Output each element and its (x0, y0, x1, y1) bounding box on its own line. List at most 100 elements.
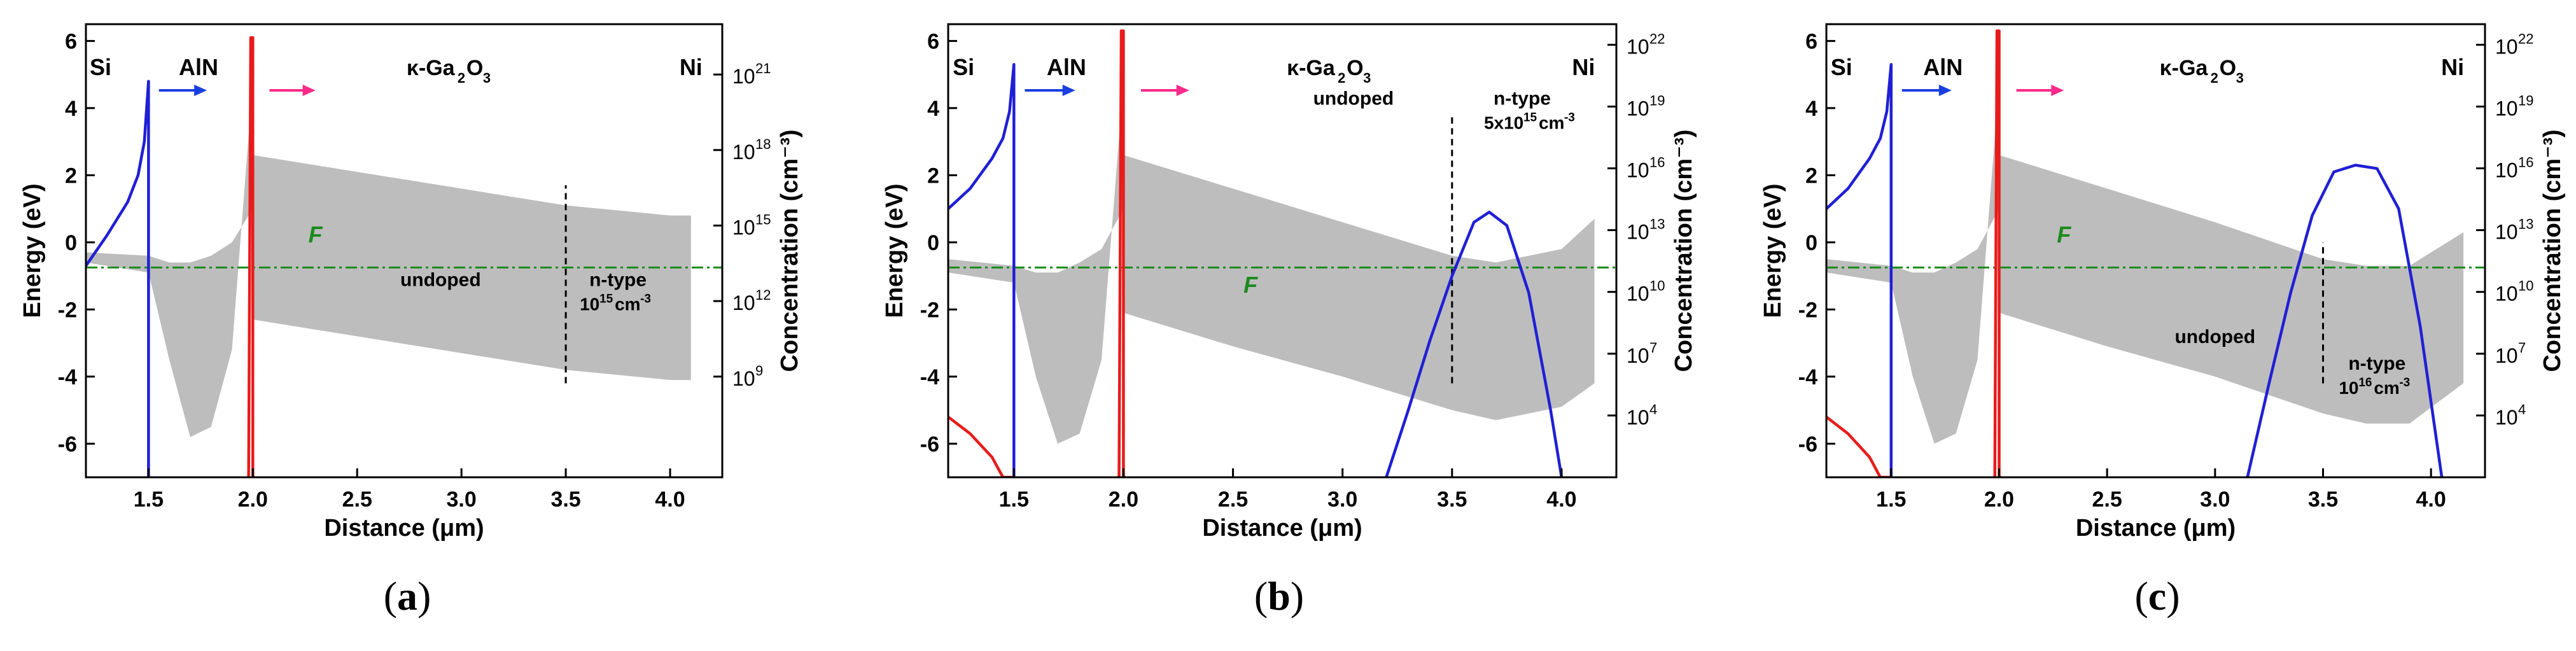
layer-label-aln: AlN (179, 54, 218, 80)
right-tick-label: 10 (2495, 97, 2518, 120)
arrow-pink-head (1176, 85, 1189, 96)
right-tick-exp: 12 (755, 287, 771, 303)
band-region (86, 81, 691, 437)
right-tick-label: 10 (2495, 406, 2518, 429)
series-line-1 (1993, 29, 2001, 477)
arrow-pink-head (302, 85, 316, 96)
y-tick-label: 6 (65, 29, 77, 53)
y-tick-label: -4 (1798, 365, 1817, 389)
layer-label-si: Si (1831, 54, 1852, 80)
layer-label-ga2o3-o: O (1347, 56, 1363, 80)
layer-label-ga2o3-o: O (466, 56, 483, 80)
undoped-label: undoped (1313, 88, 1394, 109)
right-tick-exp: 13 (1649, 216, 1665, 232)
x-tick-label: 2.5 (2092, 487, 2122, 512)
right-tick-exp: 4 (1649, 402, 1657, 417)
fermi-label: F (2057, 221, 2071, 248)
right-tick-exp: 7 (1649, 340, 1657, 356)
doping-conc-unit-exp: -3 (2399, 376, 2410, 389)
x-tick-label: 4.0 (655, 487, 685, 512)
layer-label-ga2o3-sub2: 3 (2236, 70, 2244, 86)
right-tick-exp: 19 (1649, 92, 1665, 108)
axes-frame (85, 23, 724, 479)
x-axis-label: Distance (μm) (324, 515, 484, 542)
y-axis-label: Energy (eV) (881, 183, 908, 318)
y-tick-label: 0 (1805, 231, 1817, 255)
x-tick-label: 3.0 (1327, 487, 1357, 512)
doping-conc-unit-exp: -3 (1564, 111, 1575, 125)
right-axis-label: Concentration (cm⁻³) (1670, 129, 1697, 372)
caption-a: (a) (383, 573, 431, 619)
y-tick-label: -2 (1798, 298, 1817, 322)
doping-conc-unit: cm (2374, 378, 2399, 398)
y-tick-label: 4 (1805, 97, 1817, 121)
x-tick-label: 3.5 (550, 487, 580, 512)
doping-conc-unit-exp: -3 (640, 292, 651, 305)
y-tick-label: -4 (920, 365, 939, 389)
layer-label-ni: Ni (2441, 54, 2464, 80)
y-axis-label: Energy (eV) (19, 183, 46, 318)
x-tick-label: 2.0 (238, 487, 268, 512)
series-line-1 (1117, 29, 1126, 477)
x-tick-label: 3.0 (2200, 487, 2230, 512)
x-tick-label: 2.0 (1109, 487, 1138, 512)
doping-conc: 5x10 (1484, 113, 1523, 133)
x-tick-label: 1.5 (134, 487, 164, 512)
layer-label-ni: Ni (1572, 54, 1595, 80)
layer-label-aln: AlN (1923, 54, 1963, 80)
y-axis-label: Energy (eV) (1760, 183, 1786, 318)
axes-frame (947, 23, 1618, 479)
axes-frame (1825, 23, 2486, 479)
arrow-blue-head (1938, 85, 1952, 96)
doping-conc-unit: cm (615, 294, 640, 314)
series-line-0 (948, 63, 1016, 477)
y-tick-label: 4 (927, 97, 939, 121)
right-tick-label: 10 (1627, 35, 1649, 58)
doping-conc: 10 (580, 294, 599, 314)
y-tick-label: -2 (920, 298, 939, 322)
x-tick-label: 1.5 (1876, 487, 1906, 512)
plot-area (86, 36, 722, 477)
y-tick-label: 0 (927, 231, 939, 255)
doping-conc-unit: cm (1539, 113, 1564, 133)
series-line-1 (247, 36, 255, 477)
right-axis-label: Concentration (cm⁻³) (2539, 129, 2566, 372)
right-tick-label: 10 (1627, 159, 1649, 182)
layer-label-si: Si (90, 54, 111, 80)
x-tick-label: 4.0 (1546, 487, 1576, 512)
layer-label-ga2o3-sub2: 3 (483, 70, 491, 86)
x-tick-label: 2.5 (342, 487, 372, 512)
y-tick-label: -2 (58, 298, 77, 322)
right-tick-label: 10 (1627, 97, 1649, 120)
series-line-0 (86, 80, 150, 477)
caption-c: (c) (2134, 573, 2180, 619)
layer-label-si: Si (953, 54, 974, 80)
layer-label-ga2o3-sub2: 3 (1363, 70, 1371, 86)
y-tick-label: -4 (58, 365, 77, 389)
band-region (1826, 81, 2464, 444)
right-tick-label: 10 (732, 141, 755, 164)
right-tick-label: 10 (1627, 344, 1649, 367)
right-tick-exp: 9 (755, 363, 763, 379)
right-tick-label: 10 (2495, 159, 2518, 182)
arrow-blue-head (1062, 85, 1075, 96)
right-tick-exp: 18 (755, 136, 771, 152)
y-tick-label: 0 (65, 231, 77, 255)
doping-conc: 10 (2339, 378, 2358, 398)
right-tick-exp: 13 (2518, 216, 2533, 232)
series-line-0 (1826, 63, 1893, 477)
right-tick-exp: 10 (1649, 278, 1665, 294)
x-tick-label: 4.0 (2416, 487, 2446, 512)
right-tick-exp: 7 (2518, 340, 2526, 356)
undoped-label: undoped (400, 269, 481, 290)
doping-conc-exp: 15 (1523, 111, 1537, 125)
y-tick-label: 6 (1805, 29, 1817, 53)
y-tick-label: -6 (1798, 432, 1817, 456)
series-line-3 (2246, 164, 2444, 477)
layer-label-ga2o3-o: O (2220, 56, 2236, 80)
ntype-label: n-type (589, 269, 647, 290)
